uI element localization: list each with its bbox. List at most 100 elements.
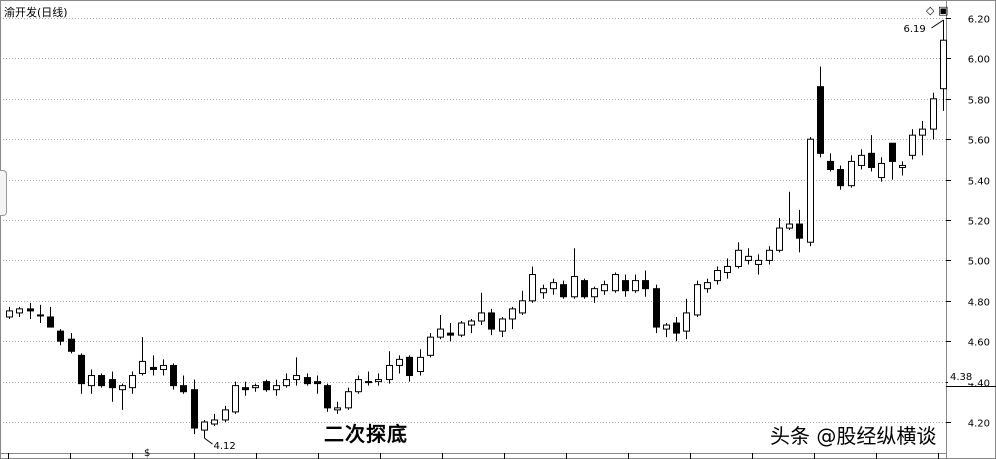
candle-body	[324, 385, 331, 409]
candle	[571, 248, 578, 299]
candle	[37, 304, 44, 324]
candle	[601, 280, 608, 295]
candle-body	[37, 314, 44, 317]
candle	[119, 383, 126, 410]
candle	[581, 278, 588, 299]
chart-title: 渝开发(日线)	[4, 6, 68, 19]
candle	[755, 254, 762, 275]
candle	[345, 387, 352, 410]
candle	[47, 306, 54, 328]
candle	[406, 355, 413, 382]
candle	[447, 323, 454, 342]
candle	[57, 329, 64, 346]
diamond-icon[interactable]: ◇	[926, 4, 935, 17]
candle-body	[745, 255, 752, 261]
candle	[211, 413, 218, 427]
candle	[478, 292, 485, 326]
y-tick-label: 4.80	[968, 298, 990, 309]
y-tick-label: 6.00	[968, 55, 990, 66]
candle-body	[858, 154, 865, 166]
candle	[334, 401, 341, 414]
candle	[27, 302, 34, 319]
candle	[191, 379, 198, 435]
candle-body	[232, 385, 239, 413]
window-icon[interactable]: ▣	[937, 4, 949, 17]
candle-body	[160, 364, 167, 370]
candle	[324, 383, 331, 412]
y-tick-labels: 4.20 4.40 4.60 4.80 5.00 5.20 5.40 5.60 5.80 6.00…	[946, 15, 990, 430]
candle	[868, 135, 875, 172]
candle	[170, 363, 177, 390]
candle-body	[509, 308, 516, 320]
candle-body	[417, 356, 424, 372]
candle-body	[109, 379, 116, 389]
candle-body	[848, 160, 855, 187]
x-ticks	[8, 453, 939, 459]
candle	[776, 217, 783, 253]
candle-body	[724, 265, 731, 274]
candle	[529, 266, 536, 303]
candle-body	[653, 288, 660, 328]
candle	[807, 137, 814, 247]
candle	[232, 381, 239, 414]
candle	[612, 272, 619, 293]
candle	[519, 290, 526, 315]
candle-body	[622, 280, 629, 292]
y-tick-label: 5.80	[968, 96, 990, 107]
candle	[375, 373, 382, 386]
candle	[458, 321, 465, 338]
candle-body	[807, 138, 814, 243]
candle	[396, 355, 403, 374]
candle	[386, 351, 393, 384]
candle	[468, 318, 475, 334]
candle-body	[447, 332, 454, 336]
candle-body	[304, 377, 311, 385]
candle-body	[78, 354, 85, 385]
candle	[889, 142, 896, 180]
candle-body	[211, 419, 218, 425]
candle	[150, 355, 157, 376]
candle-body	[940, 39, 947, 90]
candle	[663, 323, 670, 338]
candle	[766, 246, 773, 265]
candle-body	[560, 284, 567, 298]
candle	[714, 266, 721, 285]
price-marks: 4.12 6.19 $	[144, 19, 944, 459]
candle	[139, 337, 146, 376]
low-pointer	[204, 437, 213, 445]
candle	[632, 274, 639, 293]
candle	[724, 258, 731, 279]
candle-body	[139, 360, 146, 375]
candle-body	[878, 162, 885, 179]
candle-body	[68, 338, 75, 352]
candle-body	[427, 336, 434, 356]
candle	[16, 306, 23, 317]
candle-body	[283, 379, 290, 387]
candle	[817, 66, 824, 158]
candle-body	[468, 320, 475, 326]
candle-body	[252, 385, 259, 389]
candle	[263, 379, 270, 392]
candle-body	[930, 98, 937, 130]
candle-body	[478, 312, 485, 322]
candle-body	[191, 389, 198, 429]
candle	[365, 371, 372, 386]
candle-body	[683, 312, 690, 332]
candle-body	[150, 366, 157, 370]
candle	[98, 373, 105, 388]
candle	[591, 286, 598, 303]
candle-body	[673, 322, 680, 334]
candle	[129, 371, 136, 394]
side-scroll-tab[interactable]	[0, 170, 7, 216]
candle-body	[766, 249, 773, 261]
candle	[242, 381, 249, 396]
candle-body	[899, 164, 906, 168]
candle	[909, 129, 916, 160]
candle-body	[242, 387, 249, 391]
candle	[827, 153, 834, 172]
candle-body	[499, 318, 506, 332]
y-tick-label: 5.40	[968, 177, 990, 188]
candle-body	[571, 276, 578, 298]
candle	[509, 306, 516, 330]
